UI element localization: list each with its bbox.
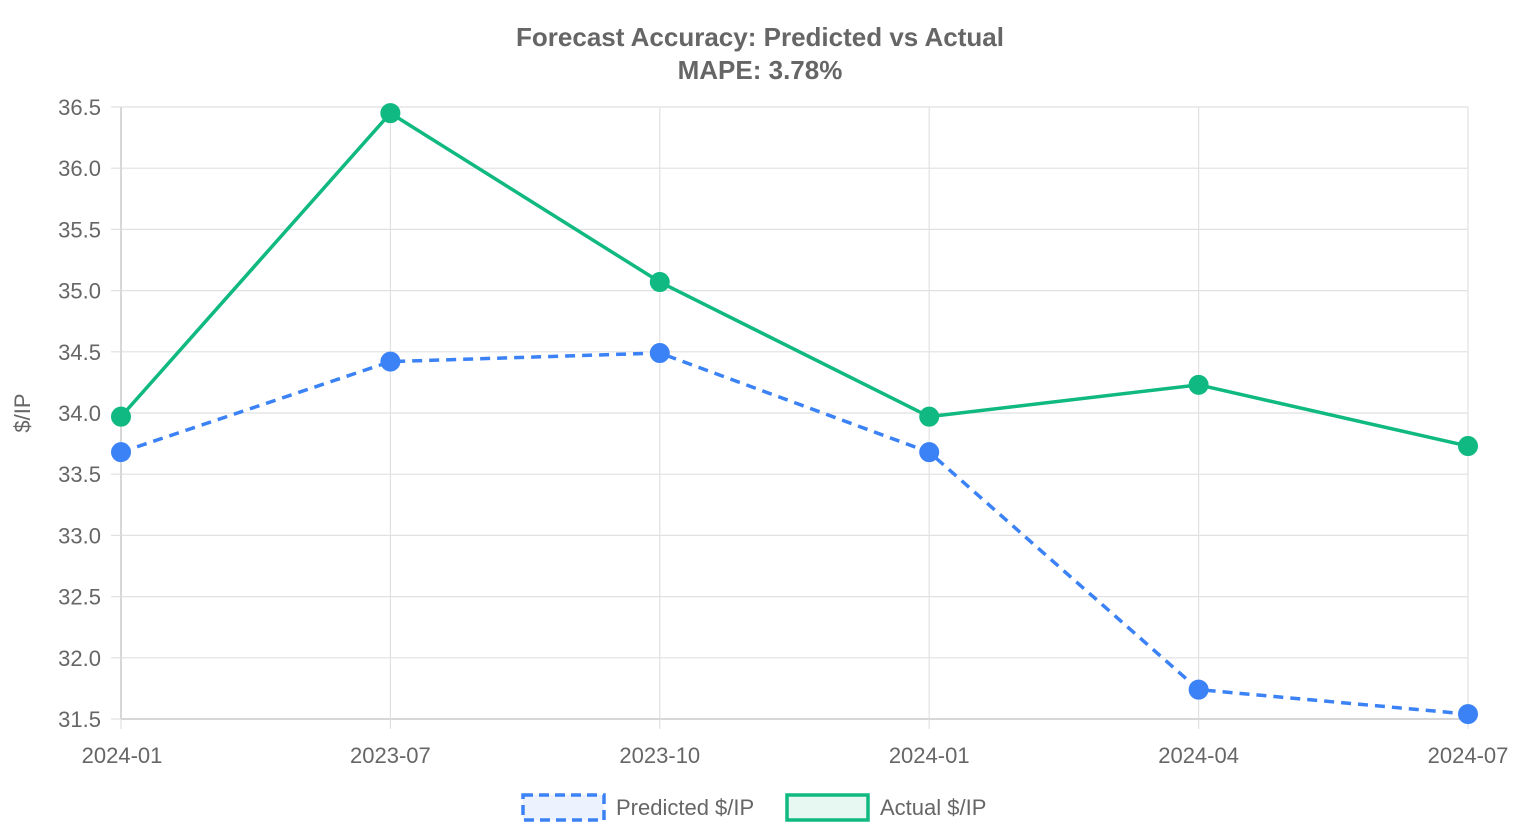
x-tick-label: 2024-07 xyxy=(1428,743,1509,768)
y-tick-label: 34.0 xyxy=(58,401,101,426)
legend-label: Predicted $/IP xyxy=(616,795,754,820)
data-point-predicted[interactable] xyxy=(380,351,401,372)
y-tick-label: 31.5 xyxy=(58,707,101,732)
legend-item-predicted[interactable]: Predicted $/IP xyxy=(521,793,754,822)
legend-label: Actual $/IP xyxy=(880,795,986,820)
data-point-actual[interactable] xyxy=(919,406,940,427)
data-point-actual[interactable] xyxy=(649,272,670,293)
data-point-actual[interactable] xyxy=(1458,436,1478,457)
series-line-predicted xyxy=(120,351,1469,716)
y-tick-label: 33.0 xyxy=(58,523,101,548)
x-tick-label: 2024-01 xyxy=(889,743,970,768)
legend-item-actual[interactable]: Actual $/IP xyxy=(785,793,986,822)
data-point-predicted[interactable] xyxy=(919,442,940,463)
y-tick-label: 35.5 xyxy=(58,217,101,242)
x-tick-label: 2024-04 xyxy=(1158,743,1239,768)
y-tick-label: 36.0 xyxy=(58,156,101,181)
grid-lines xyxy=(120,106,1469,720)
legend[interactable]: Predicted $/IP Actual $/IP xyxy=(521,793,986,822)
data-point-actual[interactable] xyxy=(111,406,131,427)
x-tick-label: 2023-10 xyxy=(619,743,700,768)
data-point-predicted[interactable] xyxy=(1458,704,1478,725)
y-tick-label: 33.5 xyxy=(58,462,101,487)
y-tick-label: 32.5 xyxy=(58,585,101,610)
x-axis-ticks: 2024-01 2023-07 2023-10 2024-01 2024-04 2024-… xyxy=(82,719,1509,768)
data-point-actual[interactable] xyxy=(1188,374,1209,395)
data-point-predicted[interactable] xyxy=(111,442,131,463)
x-tick-label: 2024-01 xyxy=(82,743,163,768)
chart-subtitle: MAPE: 3.78% xyxy=(678,55,843,85)
y-tick-label: 34.5 xyxy=(58,340,101,365)
y-tick-label: 32.0 xyxy=(58,646,101,671)
data-point-predicted[interactable] xyxy=(649,343,670,364)
x-tick-label: 2023-07 xyxy=(350,743,431,768)
series-layer xyxy=(111,103,1478,725)
legend-swatch xyxy=(521,793,606,822)
y-tick-label: 35.0 xyxy=(58,279,101,304)
chart-title: Forecast Accuracy: Predicted vs Actual xyxy=(516,22,1004,52)
series-line-actual xyxy=(119,111,1469,448)
data-point-predicted[interactable] xyxy=(1188,679,1209,700)
data-point-actual[interactable] xyxy=(380,103,401,124)
legend-swatch xyxy=(785,793,870,822)
y-axis-title: $/IP xyxy=(10,393,35,432)
y-axis-ticks: 36.5 36.0 35.5 35.0 34.5 34.0 33.5 33.0 32.5 32.0… xyxy=(58,95,121,732)
y-tick-label: 36.5 xyxy=(58,95,101,120)
